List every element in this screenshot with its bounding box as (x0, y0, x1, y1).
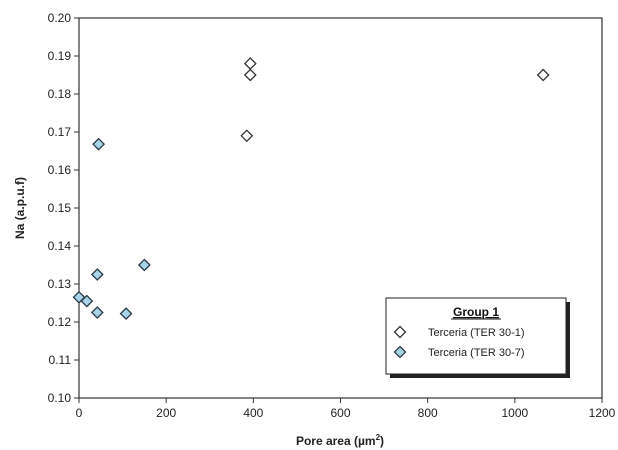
legend-box (385, 297, 567, 375)
plot-frame (78, 17, 603, 399)
y-tick-label: 0.10 (48, 391, 72, 405)
data-point-series-1 (243, 68, 257, 82)
legend-title: Group 1 (453, 305, 499, 319)
y-tick-label: 0.15 (48, 201, 72, 215)
data-point-series-1 (243, 57, 257, 71)
data-point-series-2 (90, 306, 104, 319)
x-axis-title-close: ) (380, 434, 384, 448)
legend-items: Terceria (TER 30-1) Terceria (TER 30-7) (393, 325, 525, 359)
y-tick-label: 0.19 (48, 49, 72, 63)
y-axis-title: Na (a.p.u.f) (13, 177, 27, 239)
data-point-series-2 (119, 307, 133, 321)
y-tick-label: 0.16 (48, 163, 72, 177)
y-tick-label: 0.18 (48, 87, 72, 101)
y-tick-label: 0.14 (48, 239, 72, 253)
data-point-series-2 (137, 258, 151, 272)
legend-label-series-2: Terceria (TER 30-7) (428, 347, 525, 359)
data-point-series-1 (536, 68, 550, 82)
x-axis-title-main: Pore area (µm (296, 434, 376, 448)
x-tick-label: 600 (330, 406, 350, 420)
legend-marker-series-1 (393, 325, 407, 339)
x-tick-label: 1200 (589, 406, 616, 420)
data-point-series-1 (240, 129, 254, 143)
y-tick-label: 0.17 (48, 125, 72, 139)
y-tick-label: 0.13 (48, 277, 72, 291)
data-point-series-2 (80, 294, 94, 308)
x-axis-title-superscript: 2 (376, 433, 381, 442)
legend: Group 1 Terceria (TER 30-1)Terceria (TER… (385, 297, 570, 378)
legend-marker-series-2 (393, 345, 407, 359)
x-tick-label: 1000 (501, 406, 528, 420)
ticks-layer: 0.10 0.11 0.12 0.13 0.14 0.15 0.16 0.17 0.18 0.19… (48, 11, 616, 420)
data-point-series-2 (90, 268, 104, 281)
y-tick-label: 0.12 (48, 315, 72, 329)
x-tick-label: 800 (418, 406, 438, 420)
x-axis-title: Pore area (µm2) (296, 433, 384, 448)
x-tick-label: 400 (243, 406, 263, 420)
points-layer (72, 57, 550, 321)
x-tick-label: 200 (156, 406, 176, 420)
y-tick-label: 0.11 (49, 353, 72, 367)
x-tick-label: 0 (76, 406, 83, 420)
data-point-series-2 (92, 137, 106, 151)
legend-label-series-1: Terceria (TER 30-1) (428, 327, 525, 339)
y-tick-label: 0.20 (48, 11, 72, 25)
